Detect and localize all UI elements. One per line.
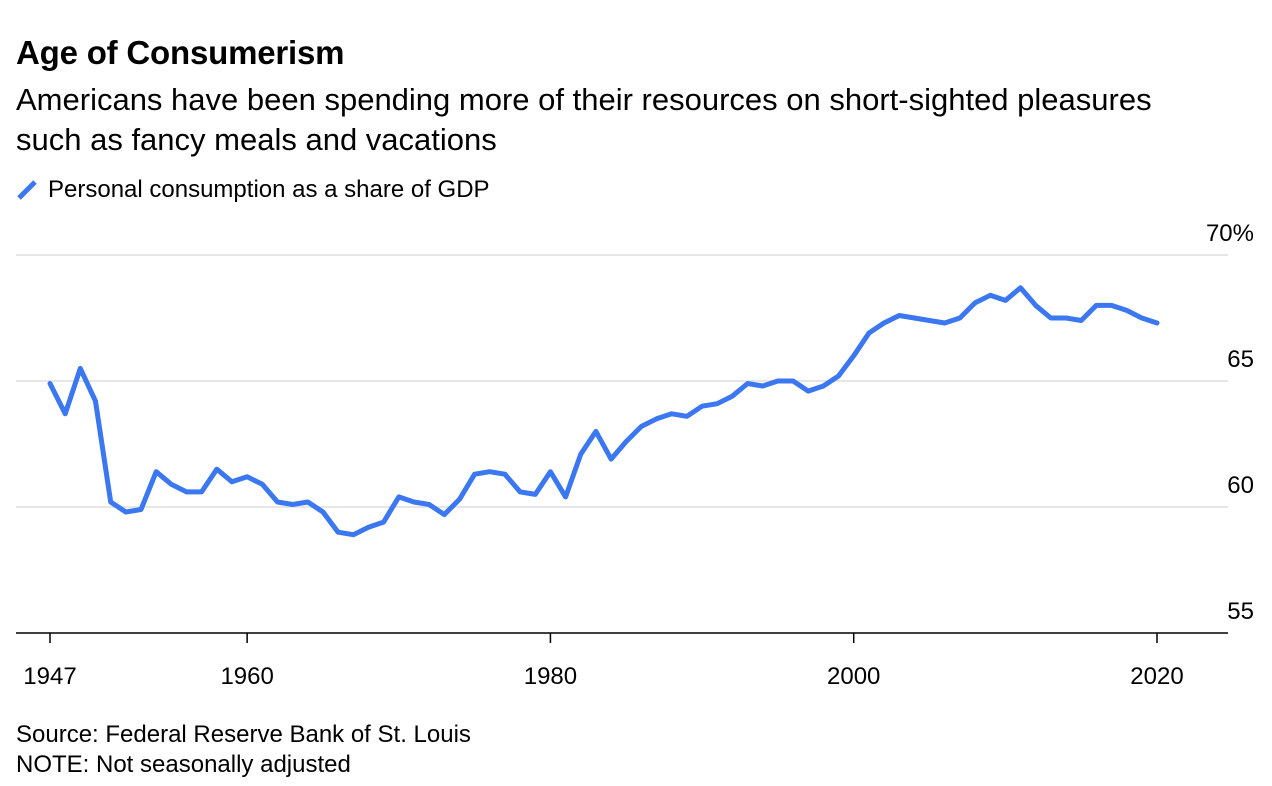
x-tick-label: 2000 — [827, 663, 880, 690]
x-tick-label: 1947 — [23, 663, 76, 690]
legend-line-icon — [17, 180, 37, 200]
seasonal-note: NOTE: Not seasonally adjusted — [16, 751, 351, 778]
x-tick-label: 1960 — [220, 663, 273, 690]
chart-footer: Source: Federal Reserve Bank of St. Loui… — [16, 720, 471, 780]
y-tick-label: 60 — [1227, 472, 1254, 499]
x-tick-label: 1980 — [524, 663, 577, 690]
x-tick-label: 2020 — [1130, 663, 1183, 690]
series-line — [47, 285, 1160, 538]
chart-subtitle: Americans have been spending more of the… — [16, 82, 1152, 157]
y-tick-label: 55 — [1227, 598, 1254, 625]
y-tick-label: 65 — [1227, 346, 1254, 373]
source-note: Source: Federal Reserve Bank of St. Loui… — [16, 721, 471, 748]
chart-title: Age of Consumerism — [16, 34, 345, 71]
legend-label: Personal consumption as a share of GDP — [48, 176, 490, 203]
y-tick-label: 70% — [1206, 220, 1254, 247]
legend: Personal consumption as a share of GDP — [16, 176, 490, 204]
